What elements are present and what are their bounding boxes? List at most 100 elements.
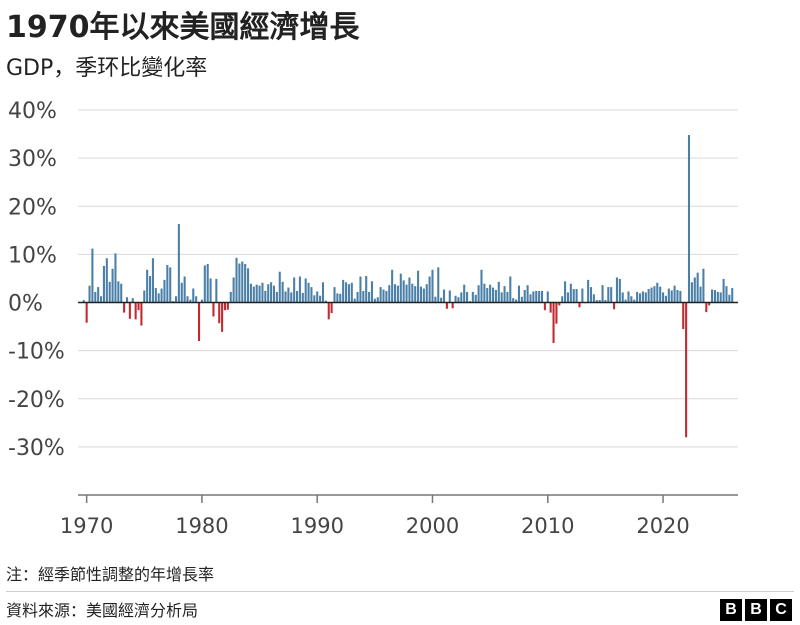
bar-positive: [307, 282, 310, 303]
bar-positive: [281, 281, 284, 303]
bar-positive: [183, 276, 186, 303]
bar-positive: [693, 277, 696, 303]
bar-positive: [108, 281, 111, 303]
bar-positive: [598, 300, 601, 303]
bar-negative: [212, 302, 215, 317]
bar-positive: [102, 265, 105, 303]
bar-positive: [425, 284, 428, 303]
bar-positive: [321, 282, 325, 303]
bar-positive: [370, 281, 374, 303]
bar-positive: [664, 295, 667, 303]
bar-positive: [670, 290, 673, 303]
bar-positive: [189, 299, 192, 303]
bar-positive: [376, 297, 379, 303]
bar-positive: [97, 287, 100, 303]
bar-positive: [448, 290, 451, 303]
bar-positive: [471, 291, 474, 303]
bar-positive: [313, 295, 316, 303]
bar-positive: [278, 271, 281, 303]
bar-positive: [125, 297, 129, 303]
bar-positive: [627, 291, 630, 303]
bar-positive: [244, 264, 247, 303]
bar-positive: [509, 276, 512, 303]
bar-negative: [330, 302, 333, 314]
bar-positive: [566, 292, 569, 303]
bar-positive: [186, 296, 189, 303]
bar-positive: [350, 282, 353, 303]
bar-positive: [160, 288, 163, 303]
y-tick-label: 30%: [8, 147, 57, 172]
bar-positive: [151, 258, 154, 303]
bar-positive: [177, 224, 180, 303]
bar-positive: [408, 277, 411, 303]
bar-positive: [589, 287, 593, 303]
bar-positive: [679, 290, 682, 303]
bar-positive: [440, 297, 443, 303]
bar-positive: [477, 285, 480, 303]
bar-negative: [705, 302, 708, 313]
bar-positive: [120, 283, 123, 303]
x-tick-label: 2000: [406, 514, 459, 538]
bar-positive: [365, 276, 368, 303]
bar-negative: [123, 302, 126, 313]
bar-positive: [195, 296, 198, 303]
gdp-growth-chart: -30% -20% -10% 0% 10% 20% 30% 40% 1970 1980 1990 20…: [8, 99, 738, 538]
bar-positive: [399, 273, 402, 303]
bar-positive: [587, 279, 590, 303]
bar-positive: [466, 291, 469, 303]
bbc-logo-letter-3: C: [770, 599, 792, 621]
bar-positive: [298, 276, 301, 303]
bar-positive: [687, 135, 691, 303]
bar-positive: [572, 289, 575, 303]
bar-positive: [428, 276, 431, 303]
bar-positive: [561, 296, 564, 303]
bar-positive: [373, 298, 376, 303]
bar-positive: [699, 286, 702, 303]
bar-positive: [296, 290, 299, 303]
bar-positive: [388, 285, 391, 303]
bar-positive: [636, 291, 639, 303]
bar-positive: [486, 288, 489, 303]
bar-positive: [644, 292, 647, 303]
bar-positive: [711, 289, 714, 303]
bar-positive: [489, 284, 492, 303]
bar-positive: [347, 284, 350, 303]
bar-positive: [526, 285, 529, 303]
bar-positive: [180, 282, 183, 303]
bar-positive: [592, 294, 595, 303]
bar-negative: [445, 302, 448, 309]
bar-positive: [532, 291, 535, 303]
bar-negative: [682, 302, 685, 329]
bar-positive: [88, 285, 91, 303]
bar-positive: [716, 291, 719, 303]
bar-positive: [209, 278, 212, 303]
bar-positive: [131, 298, 134, 303]
bar-positive: [362, 290, 365, 303]
bbc-logo-letter-2: B: [745, 599, 767, 621]
bar-positive: [382, 289, 385, 303]
bar-positive: [267, 284, 270, 303]
bar-positive: [523, 289, 526, 303]
bar-positive: [414, 286, 417, 303]
bar-positive: [290, 292, 293, 303]
bar-negative: [543, 302, 546, 311]
bar-negative: [578, 302, 581, 308]
bar-positive: [601, 285, 604, 303]
bar-positive: [146, 269, 149, 303]
bar-positive: [491, 287, 495, 303]
bar-positive: [662, 292, 665, 303]
bar-positive: [457, 297, 460, 303]
bar-positive: [546, 291, 549, 303]
bar-negative: [226, 302, 229, 310]
bar-positive: [497, 281, 500, 303]
bar-positive: [264, 290, 267, 303]
bar-negative: [613, 302, 616, 310]
bar-positive: [255, 284, 258, 303]
bar-positive: [114, 253, 117, 303]
bar-positive: [169, 267, 172, 303]
y-tick-label: 10%: [8, 243, 57, 268]
chart-title: 1970年以來美國經濟增長: [6, 10, 360, 45]
bar-positive: [232, 277, 235, 303]
bar-positive: [690, 282, 693, 303]
bar-positive: [235, 257, 238, 303]
